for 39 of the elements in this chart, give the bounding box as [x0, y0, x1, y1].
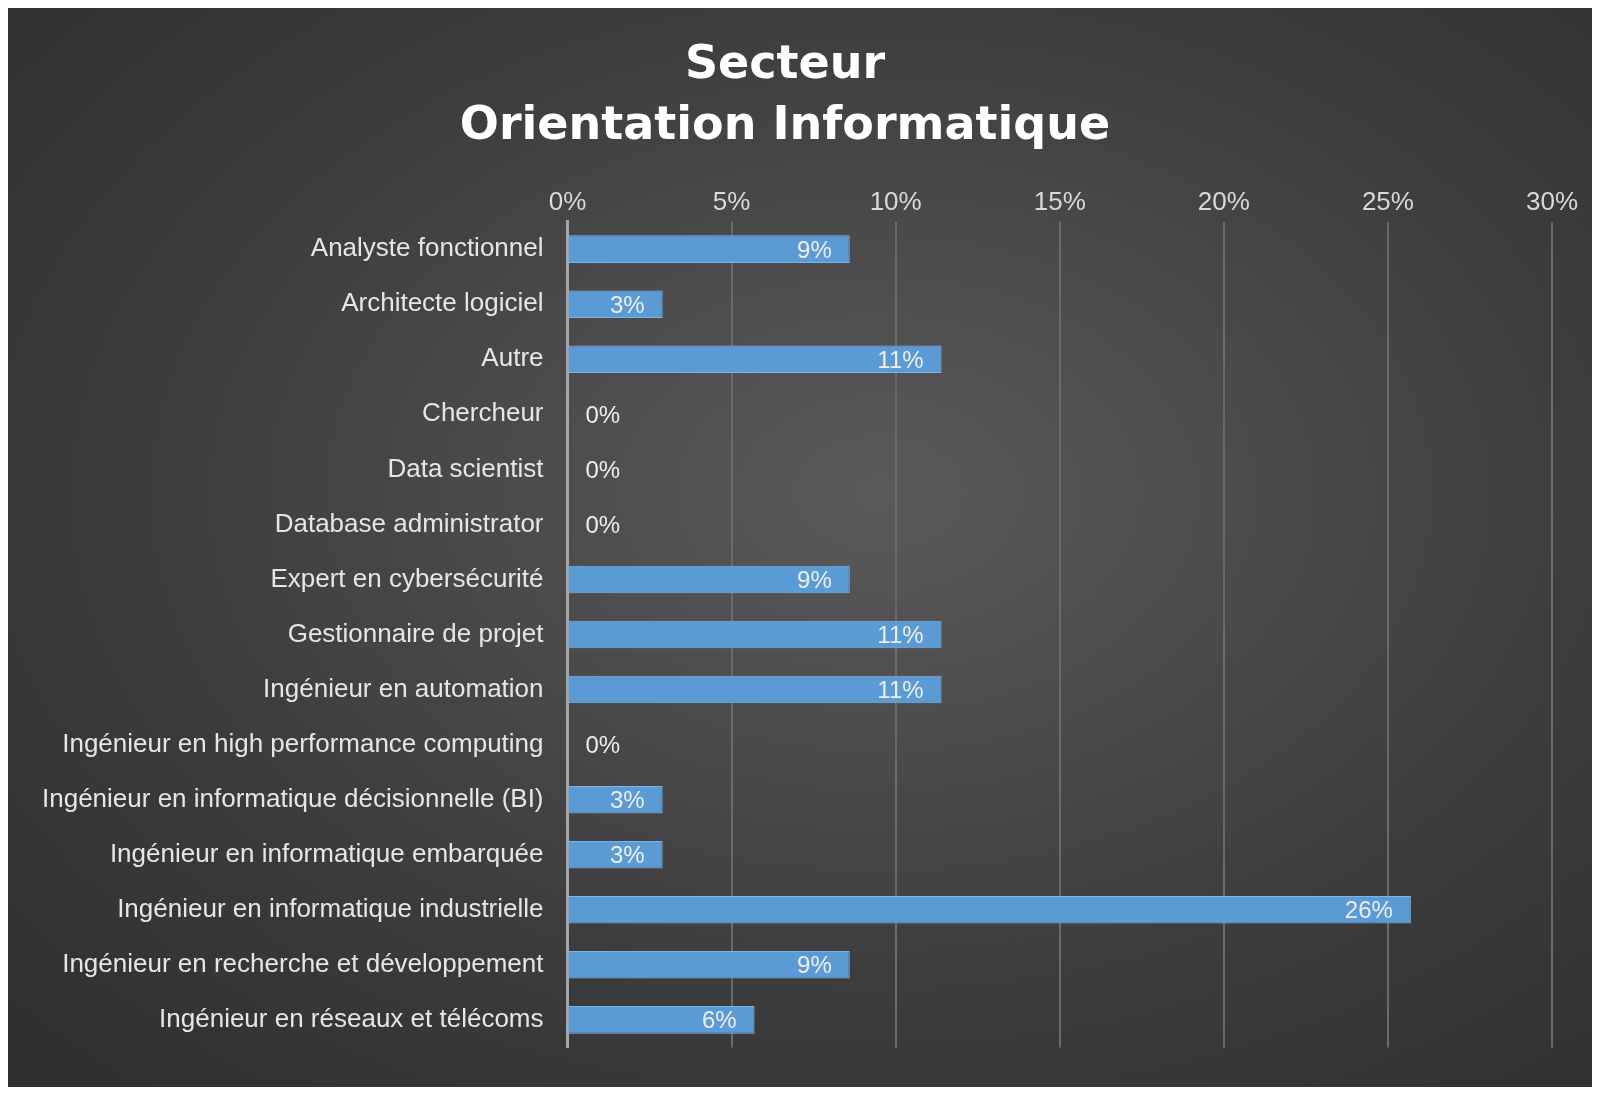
y-tick-label: Autre	[481, 342, 544, 373]
data-label: 0%	[585, 455, 621, 483]
data-label: 11%	[877, 676, 924, 704]
data-label: 9%	[797, 235, 832, 263]
x-tick-label: 5%	[712, 186, 751, 217]
data-label: 3%	[609, 290, 645, 318]
data-label: 11%	[877, 621, 924, 649]
y-tick-label: Ingénieur en informatique industrielle	[117, 892, 544, 923]
chart-title: Secteur	[684, 34, 886, 89]
y-tick-label: Database administrator	[274, 507, 544, 538]
data-label: 6%	[701, 1006, 737, 1034]
x-tick-label: 20%	[1197, 186, 1250, 217]
x-tick-label: 30%	[1525, 186, 1579, 217]
data-label: 9%	[797, 566, 832, 594]
y-tick-label: Architecte logiciel	[341, 287, 544, 318]
y-tick-label: Ingénieur en informatique décisionnelle (BI)	[42, 782, 544, 813]
y-tick-label: Ingénieur en high performance computing	[62, 727, 544, 758]
data-label: 0%	[585, 731, 621, 759]
data-label: 0%	[585, 511, 621, 539]
data-label: 0%	[585, 400, 621, 428]
y-tick-label: Analyste fonctionnel	[310, 232, 544, 263]
y-tick-label: Ingénieur en automation	[263, 672, 544, 703]
x-tick-label: 15%	[1033, 186, 1086, 217]
x-tick-label: 25%	[1361, 186, 1414, 217]
y-tick-label: Data scientist	[387, 452, 545, 483]
y-tick-label: Ingénieur en recherche et développement	[62, 947, 545, 978]
chart-subtitle: Orientation Informatique	[459, 95, 1111, 150]
data-label: 9%	[797, 951, 832, 979]
data-label: 26%	[1344, 896, 1393, 924]
data-label: 3%	[609, 841, 645, 869]
y-tick-label: Ingénieur en informatique embarquée	[109, 837, 544, 868]
data-label: 3%	[609, 786, 645, 814]
y-tick-label: Chercheur	[422, 397, 544, 428]
y-tick-label: Expert en cybersécurité	[270, 562, 544, 593]
x-tick-label: 0%	[548, 186, 587, 217]
y-tick-label: Gestionnaire de projet	[287, 617, 545, 648]
y-tick-label: Ingénieur en réseaux et télécoms	[159, 1003, 544, 1034]
data-label: 11%	[877, 345, 924, 373]
x-tick-label: 10%	[869, 186, 922, 217]
